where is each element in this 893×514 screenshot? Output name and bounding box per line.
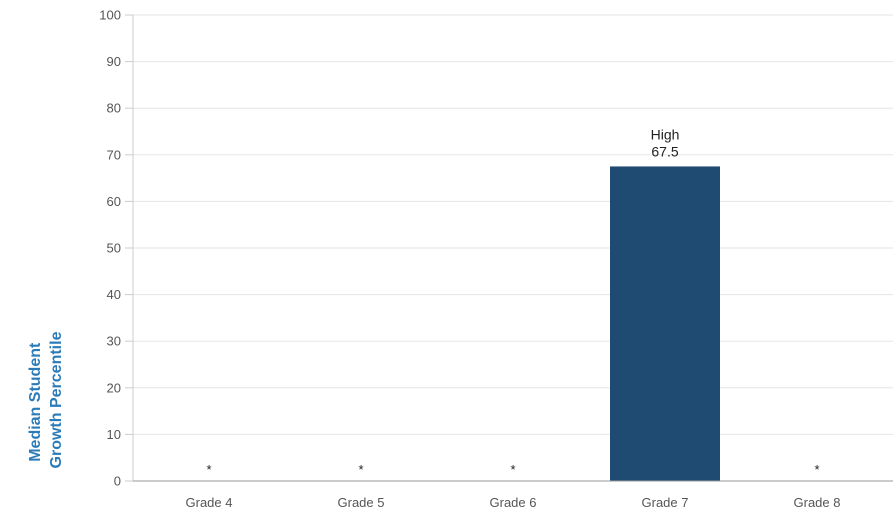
data-label-grade-7-line-1: High (651, 126, 680, 142)
y-tick-label-30: 30 (107, 334, 121, 349)
y-axis-label-line-1: Median Student (27, 342, 44, 462)
y-tick-label-40: 40 (107, 287, 121, 302)
x-category-label-grade-5: Grade 5 (338, 495, 385, 510)
y-tick-label-80: 80 (107, 101, 121, 116)
data-label-grade-8: * (814, 462, 819, 477)
y-axis-ticks: 0 10 20 30 40 50 60 70 80 90 100 (99, 8, 133, 489)
y-tick-label-0: 0 (114, 474, 121, 489)
y-tick-label-60: 60 (107, 194, 121, 209)
y-tick-label-70: 70 (107, 147, 121, 162)
y-tick-label-100: 100 (99, 8, 121, 23)
data-label-grade-7-line-2: 67.5 (651, 143, 678, 159)
bars (610, 166, 720, 481)
y-axis-label: Median Student Growth Percentile (27, 331, 65, 468)
gridlines (133, 14, 893, 435)
y-axis-label-line-2: Growth Percentile (48, 331, 65, 468)
x-category-label-grade-6: Grade 6 (490, 495, 537, 510)
data-label-grade-6: * (510, 462, 515, 477)
x-category-label-grade-8: Grade 8 (794, 495, 841, 510)
data-label-grade-5: * (358, 462, 363, 477)
x-axis-categories: Grade 4 Grade 5 Grade 6 Grade 7 Grade 8 (186, 495, 841, 510)
y-tick-label-90: 90 (107, 54, 121, 69)
x-category-label-grade-4: Grade 4 (186, 495, 233, 510)
data-label-grade-4: * (206, 462, 211, 477)
x-category-label-grade-7: Grade 7 (642, 495, 689, 510)
y-tick-label-50: 50 (107, 241, 121, 256)
y-tick-label-10: 10 (107, 427, 121, 442)
y-tick-label-20: 20 (107, 380, 121, 395)
bar-grade-7 (610, 166, 720, 481)
